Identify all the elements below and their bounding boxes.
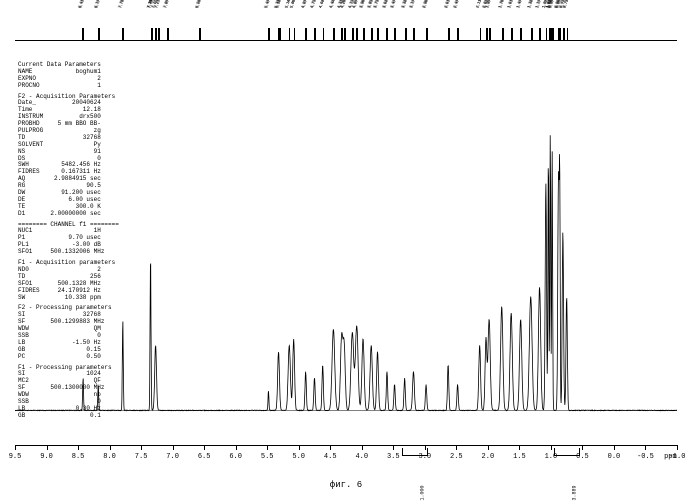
spectrum-plot bbox=[15, 70, 677, 440]
ruler-labels: 8.4328.4188.1858.1717.7987.7827.3507.340… bbox=[15, 5, 677, 25]
x-axis-line bbox=[15, 445, 677, 446]
ruler: 8.4328.4188.1858.1717.7987.7827.3507.340… bbox=[15, 5, 677, 55]
ruler-line bbox=[15, 40, 677, 41]
ruler-ticks bbox=[15, 25, 677, 40]
spectrum-svg bbox=[15, 70, 677, 440]
figure-caption: фиг. 6 bbox=[330, 480, 362, 490]
